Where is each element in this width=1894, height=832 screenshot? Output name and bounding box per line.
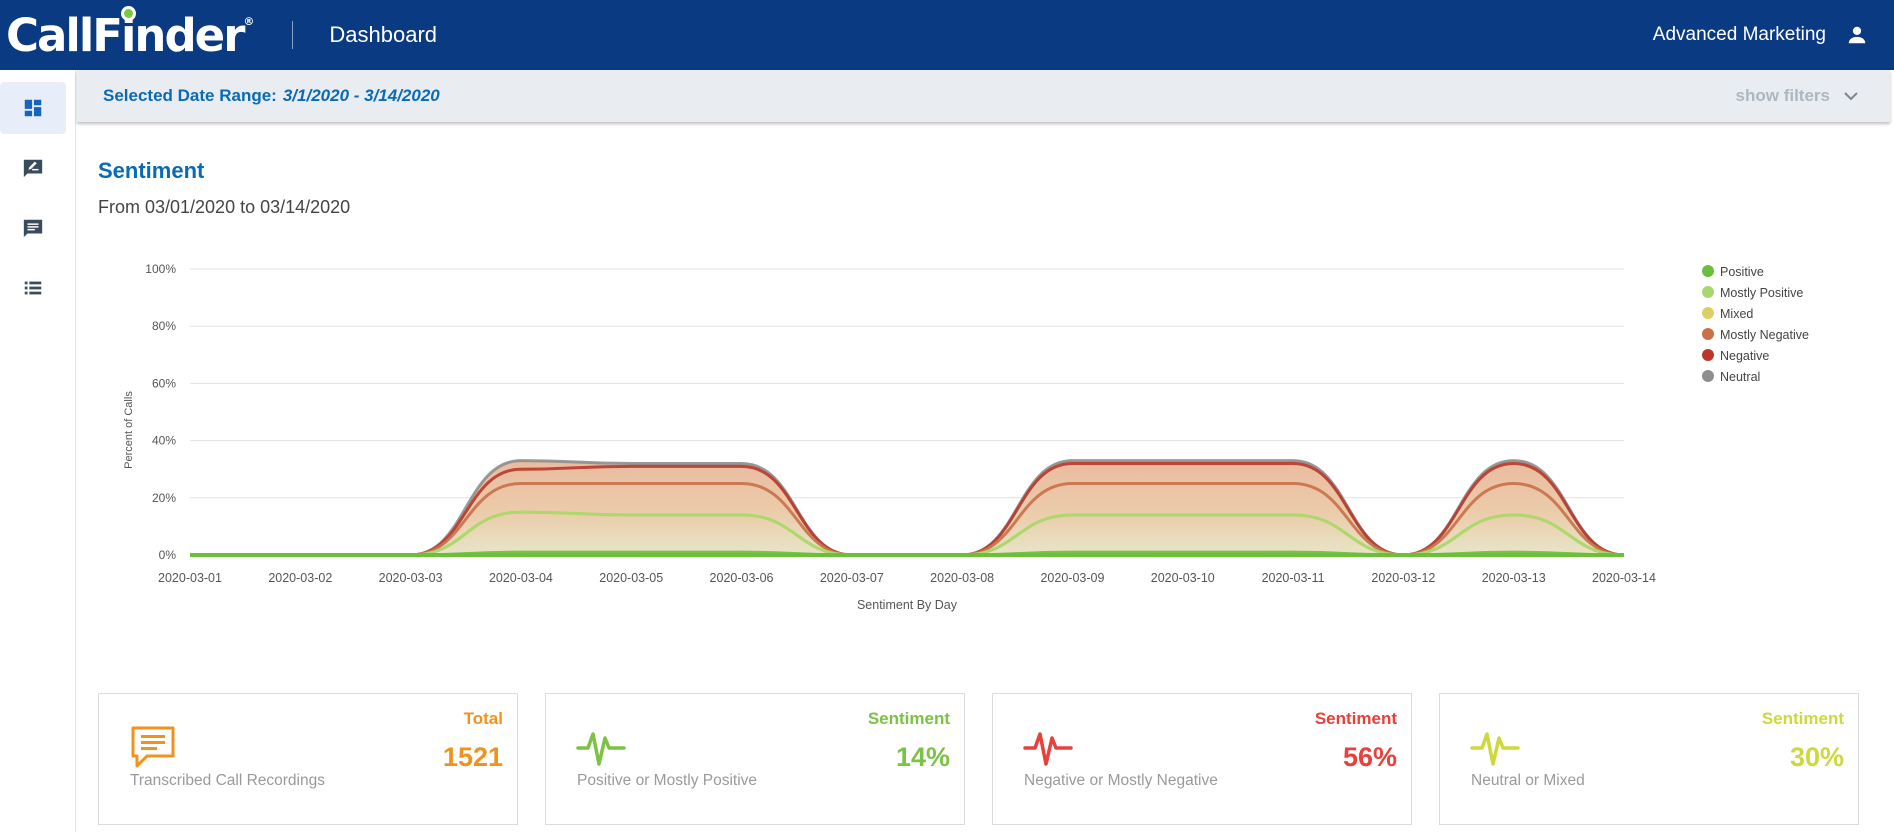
x-tick-label: 2020-03-07 [820,571,884,585]
legend-marker [1702,286,1714,298]
date-range-value: 3/1/2020 - 3/14/2020 [282,86,440,105]
chat-bubble-icon [129,724,179,774]
logo-dot [120,5,136,21]
logo-i: i [120,5,136,62]
x-tick-label: 2020-03-05 [599,571,663,585]
date-range-label: Selected Date Range: [103,86,277,105]
chevron-down-icon [1844,92,1858,101]
dashboard-icon [24,99,42,117]
sidebar-item-edit[interactable] [0,142,66,194]
section-title: Sentiment [98,158,205,183]
sidebar [0,70,76,832]
x-tick-label: 2020-03-10 [1151,571,1215,585]
list-icon [24,281,42,295]
x-tick-label: 2020-03-06 [710,571,774,585]
card-description: Negative or Mostly Negative [1024,772,1218,789]
card-value: 56% [1342,742,1397,772]
header-account: Advanced Marketing [1653,22,1870,48]
y-tick-label: 40% [152,434,176,448]
sentiment-area-chart: 0% 20% 40% 60% 80% 100% 2020-03-01 2020-03-02 20… [123,262,1809,612]
logo-text-start: CallF [6,8,123,62]
legend-marker [1702,349,1714,361]
callfinder-logo[interactable]: CallF i nder ® [6,5,255,62]
sidebar-item-list[interactable] [0,262,66,314]
x-tick-label: 2020-03-02 [268,571,332,585]
legend-label: Positive [1720,265,1764,279]
stacked-area-fill [190,460,1624,555]
x-tick-label: 2020-03-11 [1262,571,1325,585]
pulse-icon [576,724,626,774]
sidebar-item-dashboard[interactable] [0,82,66,134]
y-axis-label: Percent of Calls [123,391,135,469]
page-title: Dashboard [329,22,438,47]
edit-note-icon [23,159,43,178]
section-subtitle: From 03/01/2020 to 03/14/2020 [98,197,351,217]
card-description: Positive or Mostly Positive [577,772,758,789]
series-line-mostly-positive [190,510,1625,557]
card-value: 1521 [442,742,503,772]
show-filters-toggle[interactable]: show filters [1736,86,1858,106]
x-tick-label: 2020-03-08 [930,571,994,585]
card-kind-label: Sentiment [867,709,950,728]
summary-card[interactable]: Sentiment 14% Positive or Mostly Positive [545,693,965,825]
y-tick-label: 80% [152,319,176,333]
app-header: CallF i nder ® Dashboard Advanced Marketing [0,0,1894,70]
sidebar-item-messages[interactable] [0,202,66,254]
logo-text-end: nder [134,8,245,62]
show-filters-label: show filters [1735,86,1830,105]
legend-marker [1702,265,1714,277]
card-kind-label: Total [463,709,503,728]
x-tick-label: 2020-03-12 [1371,571,1435,585]
account-name[interactable]: Advanced Marketing [1652,24,1826,45]
card-description: Neutral or Mixed [1471,772,1585,789]
chat-icon [23,219,43,238]
x-tick-label: 2020-03-03 [379,571,443,585]
summary-card[interactable]: Sentiment 30% Neutral or Mixed [1439,693,1859,825]
summary-card[interactable]: Total 1521 Transcribed Call Recordings [98,693,518,825]
header-divider [292,21,294,49]
legend-label: Mixed [1720,307,1753,321]
summary-card[interactable]: Sentiment 56% Negative or Mostly Negative [992,693,1412,825]
y-tick-label: 60% [152,376,176,390]
card-value: 30% [1789,742,1844,772]
legend-marker [1702,328,1714,340]
x-tick-label: 2020-03-09 [1040,571,1104,585]
pulse-icon [1023,724,1073,774]
x-tick-label: 2020-03-13 [1482,571,1546,585]
series-line-negative [190,461,1625,557]
legend-label: Mostly Negative [1720,328,1809,342]
series-line-mostly-negative [190,481,1625,557]
y-tick-label: 0% [159,548,177,562]
card-description: Transcribed Call Recordings [130,772,325,789]
card-value: 14% [895,742,950,772]
legend-label: Negative [1720,349,1769,363]
y-tick-label: 20% [152,491,176,505]
logo-registered-mark: ® [243,14,255,28]
card-kind-label: Sentiment [1314,709,1397,728]
series-line-neutral [190,459,1625,557]
pulse-icon [1470,724,1520,774]
legend-marker [1702,307,1714,319]
legend-label: Mostly Positive [1720,286,1803,300]
x-tick-label: 2020-03-04 [489,571,553,585]
legend-label: Neutral [1720,370,1760,384]
y-tick-label: 100% [145,262,176,276]
date-range-filter-bar: Selected Date Range: 3/1/2020 - 3/14/202… [77,70,1890,122]
x-tick-label: 2020-03-14 [1592,571,1656,585]
series-line-mixed [190,510,1625,557]
x-axis-label: Sentiment By Day [857,598,958,612]
card-kind-label: Sentiment [1761,709,1844,728]
user-icon[interactable] [1844,22,1870,48]
legend-marker [1702,370,1714,382]
x-tick-label: 2020-03-01 [158,571,222,585]
